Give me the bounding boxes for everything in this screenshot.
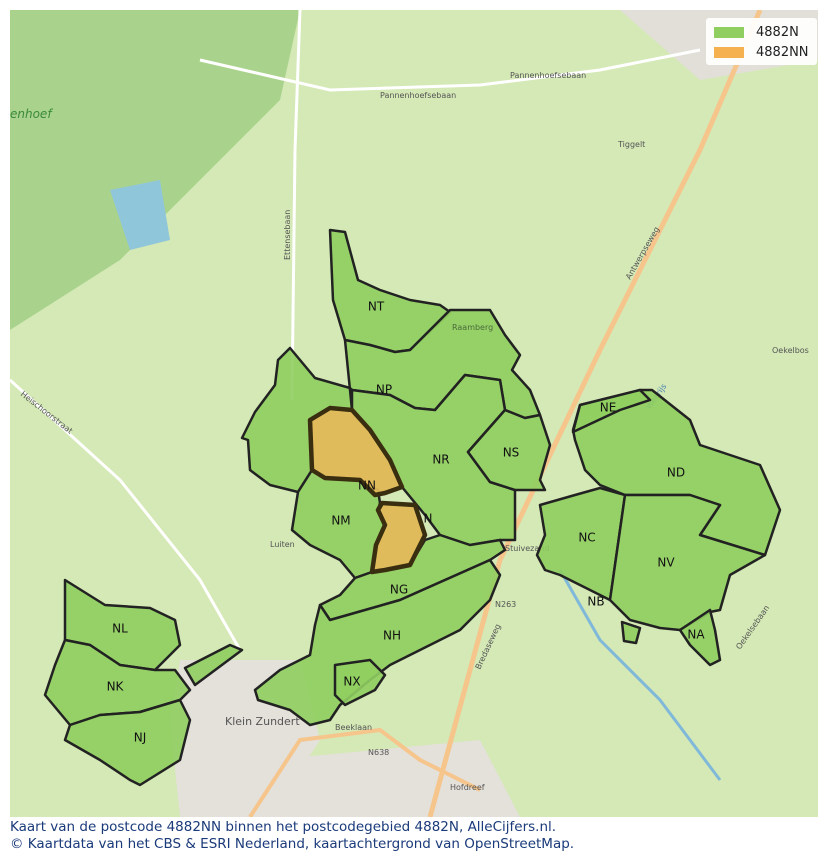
stream-weerijs bbox=[558, 569, 722, 781]
map-label: Ettensebaan bbox=[283, 210, 292, 260]
map-label: Raamberg bbox=[452, 323, 493, 332]
map-label: enhoef bbox=[10, 107, 53, 121]
legend-swatch bbox=[714, 46, 744, 58]
road-antwerpseweg bbox=[427, 9, 763, 818]
lake bbox=[110, 180, 170, 250]
region-NB[interactable] bbox=[620, 620, 642, 645]
region-label: NB bbox=[587, 595, 604, 609]
map-label: Oekelbos bbox=[772, 346, 809, 355]
region-NV[interactable] bbox=[608, 493, 767, 632]
region-label: NS bbox=[503, 446, 520, 460]
map-label: Klein Zundert bbox=[225, 715, 300, 728]
region-label: NL bbox=[112, 622, 128, 636]
map-label: Stuivezand bbox=[505, 544, 549, 553]
map-label: Pannenhoefsebaan bbox=[380, 91, 456, 100]
region-label: NP bbox=[376, 383, 392, 397]
region-label: NA bbox=[687, 628, 705, 642]
forest-area bbox=[10, 10, 300, 330]
road-ettensebaan bbox=[290, 9, 302, 401]
region-NA[interactable] bbox=[678, 608, 722, 667]
region-label: NT bbox=[368, 300, 385, 314]
region-label: ND bbox=[667, 466, 685, 480]
map-label: Tiggelt bbox=[617, 140, 645, 149]
region-label: NC bbox=[578, 531, 595, 545]
caption-credits: © Kaartdata van het CBS & ESRI Nederland… bbox=[10, 836, 575, 852]
road-pannenhoefsebaan bbox=[199, 48, 701, 92]
region-NC[interactable] bbox=[535, 486, 627, 602]
region-label: NK bbox=[107, 680, 125, 694]
region-NX[interactable] bbox=[333, 658, 387, 707]
region-label: NG bbox=[390, 583, 408, 597]
region-label: NR bbox=[432, 453, 449, 467]
legend-label: 4882NN bbox=[756, 44, 809, 60]
legend-item-4882n: 4882N bbox=[714, 22, 809, 42]
legend-label: 4882N bbox=[756, 24, 799, 40]
region-NN-north[interactable] bbox=[307, 405, 405, 498]
map-canvas[interactable]: Pannenhoefsebaan Pannenhoefsebaan Tiggel… bbox=[8, 9, 818, 819]
region-NE[interactable] bbox=[571, 388, 652, 434]
map-label: Beeklaan bbox=[335, 723, 372, 732]
caption: Kaart van de postcode 4882NN binnen het … bbox=[10, 819, 574, 853]
region-label: NH bbox=[383, 629, 401, 643]
town-south bbox=[250, 740, 520, 817]
region-NS[interactable] bbox=[466, 408, 552, 492]
legend-swatch bbox=[714, 26, 744, 38]
map-label: Hofdreef bbox=[450, 783, 485, 792]
legend-item-4882nn: 4882NN bbox=[714, 42, 809, 62]
map-label: Luiten bbox=[270, 540, 295, 549]
region-label: NN bbox=[358, 479, 376, 493]
map-label: N263 bbox=[495, 600, 516, 609]
map-svg: Pannenhoefsebaan Pannenhoefsebaan Tiggel… bbox=[8, 9, 818, 819]
caption-title: Kaart van de postcode 4882NN binnen het … bbox=[10, 819, 557, 835]
region-label: NE bbox=[600, 401, 617, 415]
map-label: Pannenhoefsebaan bbox=[510, 71, 586, 80]
map-label: N638 bbox=[368, 748, 389, 757]
region-NN-south[interactable] bbox=[369, 500, 428, 575]
region-strip[interactable] bbox=[183, 643, 244, 687]
legend: 4882N 4882NN bbox=[706, 18, 817, 65]
region-label: NV bbox=[657, 556, 675, 570]
region-label: NX bbox=[343, 675, 360, 689]
road-beeklaan bbox=[248, 727, 481, 819]
region-label: NJ bbox=[134, 731, 147, 745]
region-NJ[interactable] bbox=[63, 698, 192, 787]
region-label: NM bbox=[331, 514, 350, 528]
road-heischoorstraat bbox=[8, 378, 242, 651]
region-label: N bbox=[424, 512, 433, 526]
